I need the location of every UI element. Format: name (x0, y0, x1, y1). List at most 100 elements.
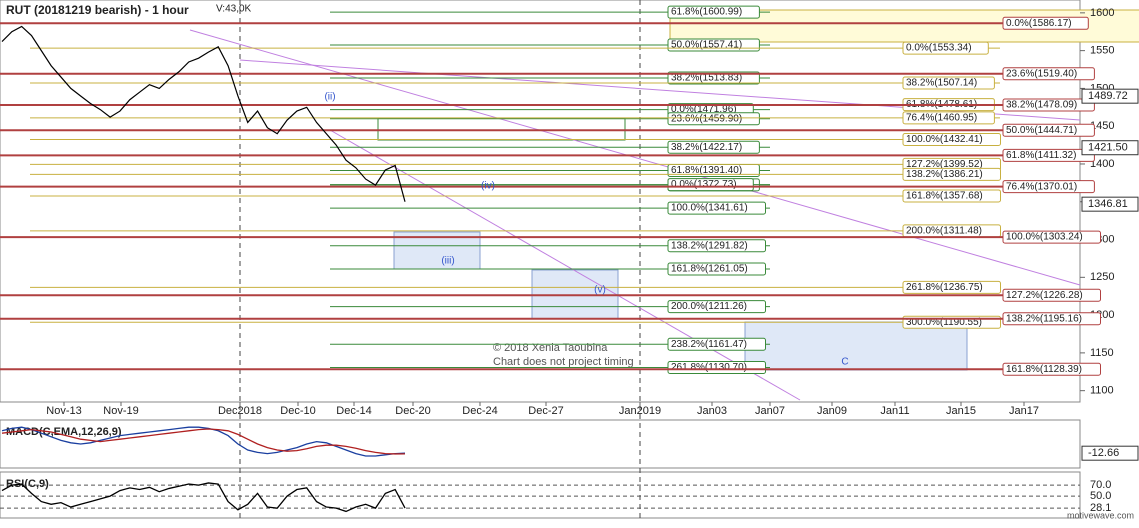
trendline (329, 129, 801, 401)
x-tick-label: Dec-24 (462, 405, 497, 417)
value-marker (1081, 445, 1139, 461)
indicator-line (1, 482, 406, 513)
volume-label: V:43,0K (216, 4, 252, 15)
panel-title: MACD(C,EMA,12,26,9) (6, 426, 122, 438)
x-tick-label: Dec-20 (395, 405, 430, 417)
fib-label: 50.0%(1557.41) (671, 40, 742, 51)
fib-label-box (1002, 67, 1095, 81)
fib-label-box (902, 111, 995, 125)
x-tick-label: Jan07 (755, 405, 785, 417)
panel-title: RSI(C,9) (6, 478, 49, 490)
fib-label-box (667, 5, 760, 19)
y-tick-label: 1100 (1090, 385, 1114, 397)
price-marker (1081, 88, 1139, 104)
value-marker-label: -12.66 (1088, 447, 1119, 459)
fib-label: 61.8%(1391.40) (671, 165, 742, 176)
x-tick-label: Jan17 (1009, 405, 1039, 417)
fib-label-box (1002, 312, 1101, 326)
fib-label-box (667, 112, 760, 126)
fib-label-box (1002, 230, 1101, 244)
x-tick-label: Dec-27 (528, 405, 563, 417)
x-tick-label: Jan03 (697, 405, 727, 417)
fib-label: 127.2%(1399.52) (906, 159, 983, 170)
rsi-frame (0, 471, 1081, 519)
fib-label-box (667, 337, 766, 351)
fib-label: 61.8%(1411.32) (1006, 150, 1076, 161)
price-marker (1081, 140, 1139, 156)
x-tick-label: Dec-10 (280, 405, 315, 417)
trendline (189, 29, 1081, 286)
fib-label: 23.6%(1459.90) (671, 113, 742, 124)
wave-label: (ii) (324, 92, 335, 103)
fib-label: 61.8%(1600.99) (671, 7, 742, 18)
fib-label-box (1002, 362, 1101, 376)
fib-label: 138.2%(1291.82) (671, 240, 748, 251)
price-marker-label: 1346.81 (1088, 198, 1128, 210)
x-tick-label: Jan2019 (619, 405, 661, 417)
y-tick-label: 1550 (1090, 45, 1114, 57)
fib-label: 200.0%(1211.26) (671, 301, 747, 312)
y-tick-label: 1450 (1090, 120, 1114, 132)
fib-label-box (667, 262, 766, 276)
fib-label: 38.2%(1513.83) (671, 73, 742, 84)
fib-label-box (667, 201, 766, 215)
fib-label-box (667, 360, 766, 374)
note: Chart does not project timing (493, 356, 634, 368)
fib-label-box (902, 132, 1001, 146)
fib-label-box (902, 280, 1001, 294)
x-tick-label: Dec-14 (336, 405, 371, 417)
fib-label: 127.2%(1226.28) (1006, 290, 1083, 301)
fib-label-box (902, 76, 995, 90)
macd-frame (0, 419, 1081, 469)
fib-label: 100.0%(1432.41) (906, 134, 983, 145)
fib-label: 38.2%(1507.14) (906, 78, 977, 89)
fib-label: 0.0%(1553.34) (906, 43, 972, 54)
zone (393, 231, 481, 270)
wave-label: C (841, 357, 848, 368)
y-tick-label: 1150 (1090, 347, 1114, 359)
wave-label: (iv) (481, 181, 495, 192)
fib-label-box (902, 41, 989, 55)
fib-label-box (667, 300, 766, 314)
fib-label: 161.8%(1128.39) (1006, 364, 1082, 375)
y-tick-label: 70.0 (1090, 479, 1111, 491)
x-tick-label: Nov-19 (103, 405, 138, 417)
fib-label-box (1002, 288, 1101, 302)
y-tick-label: 28.1 (1090, 502, 1111, 514)
fib-label-box (902, 167, 1001, 181)
fib-label: 23.6%(1519.40) (1006, 68, 1077, 79)
price-marker-label: 1421.50 (1088, 142, 1128, 154)
x-tick-label: Jan15 (946, 405, 976, 417)
x-tick-label: Dec2018 (218, 405, 262, 417)
y-tick-label: 1250 (1090, 271, 1114, 283)
fib-label: 100.0%(1341.61) (671, 203, 748, 214)
fib-label: 38.2%(1478.09) (1006, 100, 1077, 111)
fib-label-box (1002, 123, 1095, 137)
price-marker (1081, 196, 1139, 212)
price-line (1, 25, 406, 202)
fib-label: 261.8%(1236.75) (906, 282, 983, 293)
fib-label-box (1002, 16, 1089, 30)
zone (744, 321, 968, 371)
fib-label: 38.2%(1422.17) (671, 142, 742, 153)
fib-label: 261.8%(1130.70) (671, 362, 747, 373)
fib-label-box (902, 189, 1001, 203)
y-tick-label: 1400 (1090, 158, 1114, 170)
fib-label: 138.2%(1195.16) (1006, 313, 1082, 324)
fib-label: 76.4%(1460.95) (906, 113, 977, 124)
fib-label: 238.2%(1161.47) (671, 339, 747, 350)
fib-label-box (667, 71, 760, 85)
fib-label-box (667, 140, 760, 154)
x-tick-label: Nov-13 (46, 405, 81, 417)
y-tick-label: 1600 (1090, 7, 1114, 19)
fib-label: 300.0%(1190.55) (906, 317, 982, 328)
fib-label-box (667, 239, 766, 253)
fib-label: 161.8%(1261.05) (671, 264, 748, 275)
fib-label: 161.8%(1357.68) (906, 191, 983, 202)
fib-label: 0.0%(1471.96) (671, 104, 737, 115)
fib-label-box (1002, 180, 1095, 194)
wave-label: (v) (594, 285, 606, 296)
fib-label: 200.0%(1311.48) (906, 226, 982, 237)
fib-label: 138.2%(1386.21) (906, 169, 983, 180)
fib-label: 50.0%(1444.71) (1006, 125, 1077, 136)
